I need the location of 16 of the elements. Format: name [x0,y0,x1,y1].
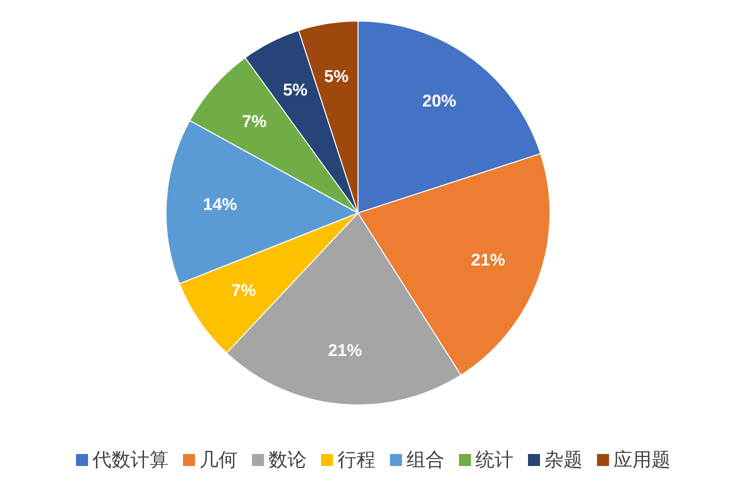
legend-label: 数论 [268,448,306,473]
legend-label: 几何 [198,448,238,473]
legend-label: 行程 [336,448,376,473]
data-label: 14% [203,194,238,214]
data-label: 5% [282,80,308,100]
data-label: 5% [324,66,349,86]
legend-label: 杂题 [544,448,582,473]
legend-label: 组合 [406,448,444,473]
legend-label: 统计 [474,448,514,473]
data-label: 21% [328,341,362,360]
data-label: 21% [471,250,506,270]
data-label: 7% [242,112,267,132]
data-label: 7% [231,281,256,300]
legend-label: 应用题 [612,448,670,473]
data-label: 20% [422,92,456,111]
legend-label: 代数计算 [92,448,168,473]
